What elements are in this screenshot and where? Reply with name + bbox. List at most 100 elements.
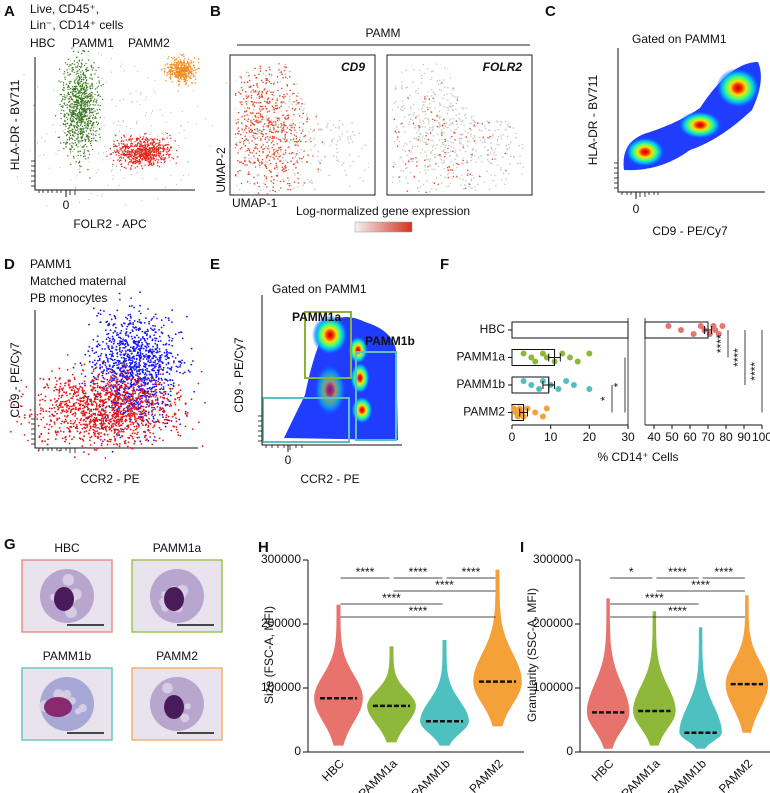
- event: [74, 129, 77, 131]
- panel-label: C: [545, 3, 556, 20]
- event: [270, 98, 272, 101]
- event: [269, 136, 271, 138]
- event: [265, 156, 268, 159]
- event: [462, 108, 465, 110]
- event: [285, 66, 288, 69]
- event: [238, 190, 240, 193]
- event: [115, 105, 117, 107]
- event: [276, 52, 278, 54]
- event: [232, 101, 234, 103]
- event: [445, 144, 447, 147]
- event: [474, 70, 477, 72]
- event: [272, 121, 275, 123]
- event: [173, 73, 176, 75]
- event: [258, 73, 260, 76]
- event: [421, 126, 424, 128]
- event: [113, 133, 115, 135]
- event: [249, 124, 252, 127]
- event: [241, 137, 243, 140]
- event: [87, 107, 89, 109]
- event: [60, 109, 63, 112]
- event: [68, 86, 70, 88]
- event: [144, 133, 146, 135]
- event: [440, 182, 443, 184]
- event: [256, 143, 258, 146]
- event: [176, 183, 178, 185]
- event: [227, 127, 229, 129]
- event: [261, 114, 264, 116]
- event: [482, 197, 484, 199]
- event: [183, 72, 185, 75]
- event: [336, 151, 339, 154]
- event: [123, 322, 126, 325]
- event: [76, 117, 78, 119]
- event: [123, 121, 125, 123]
- event: [199, 152, 201, 154]
- event: [149, 151, 151, 154]
- event: [63, 115, 65, 117]
- event: [191, 68, 194, 70]
- event: [118, 160, 121, 162]
- event: [74, 131, 76, 133]
- event: [271, 214, 273, 216]
- event: [348, 188, 350, 190]
- event: [409, 94, 411, 96]
- event: [328, 96, 330, 98]
- event: [334, 102, 337, 104]
- event: [221, 127, 223, 129]
- event: [491, 81, 494, 84]
- event: [244, 111, 247, 113]
- event: [482, 111, 484, 114]
- event: [136, 397, 139, 400]
- event: [246, 180, 249, 183]
- event: [58, 80, 60, 82]
- event: [410, 108, 412, 110]
- event: [464, 150, 467, 153]
- event: [146, 142, 149, 144]
- event: [35, 97, 37, 99]
- event: [136, 151, 138, 153]
- event: [460, 134, 463, 136]
- event: [294, 144, 297, 147]
- event: [346, 129, 348, 131]
- event: [265, 82, 268, 84]
- event: [508, 146, 511, 149]
- event: [284, 167, 287, 169]
- event: [162, 144, 164, 146]
- event: [124, 177, 126, 179]
- event: [474, 161, 477, 163]
- event: [284, 153, 286, 156]
- event: [140, 93, 141, 95]
- event: [452, 142, 455, 144]
- event: [86, 67, 88, 69]
- event: [483, 181, 485, 183]
- event: [303, 107, 305, 110]
- event: [530, 209, 532, 211]
- event: [89, 142, 92, 145]
- event: [277, 168, 279, 171]
- event: [184, 137, 186, 139]
- event: [110, 380, 113, 383]
- event: [421, 148, 424, 150]
- event: [155, 148, 157, 150]
- event: [77, 89, 79, 91]
- event: [340, 103, 343, 106]
- event: [328, 174, 331, 177]
- event: [421, 137, 424, 139]
- event: [424, 166, 427, 168]
- event: [144, 164, 146, 166]
- event: [529, 118, 531, 120]
- event: [415, 33, 417, 35]
- event: [97, 169, 99, 171]
- event: [82, 155, 85, 158]
- event: [465, 102, 468, 104]
- event: [85, 111, 88, 114]
- event: [322, 117, 324, 119]
- event: [81, 137, 83, 140]
- event: [121, 165, 123, 168]
- event: [62, 96, 64, 98]
- event: [98, 80, 100, 82]
- event: [325, 118, 328, 120]
- event: [302, 112, 305, 115]
- event: [180, 72, 182, 75]
